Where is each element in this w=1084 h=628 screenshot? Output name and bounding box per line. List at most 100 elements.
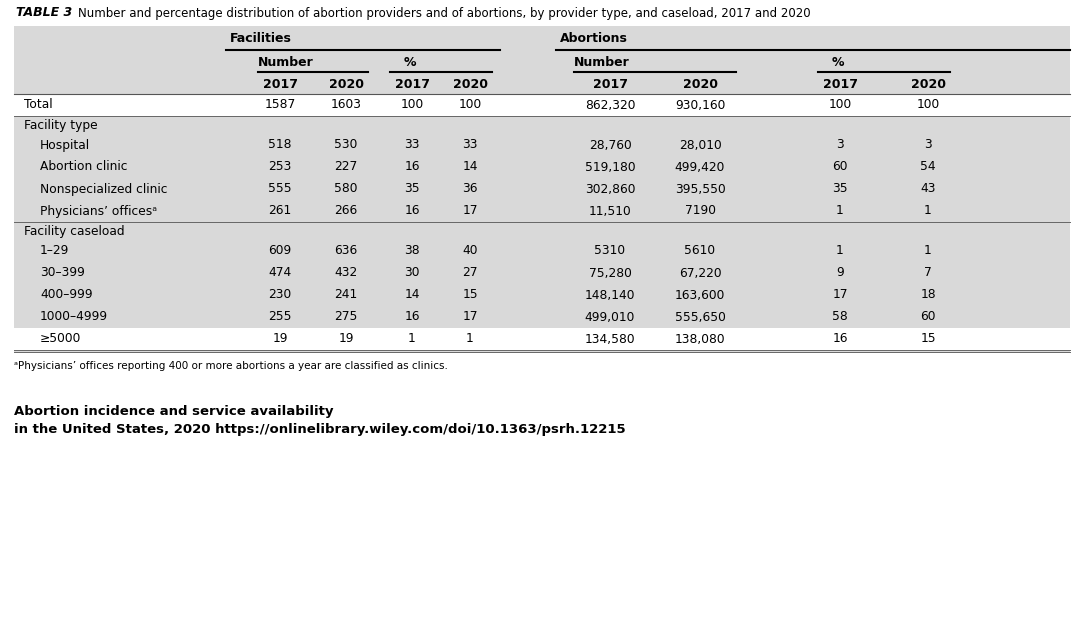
Text: Number and percentage distribution of abortion providers and of abortions, by pr: Number and percentage distribution of ab… xyxy=(78,6,811,19)
Text: 163,600: 163,600 xyxy=(675,288,725,301)
Text: 580: 580 xyxy=(334,183,358,195)
Text: 27: 27 xyxy=(462,266,478,279)
Text: Total: Total xyxy=(24,99,53,112)
Text: 38: 38 xyxy=(404,244,420,257)
Text: Physicians’ officesᵃ: Physicians’ officesᵃ xyxy=(40,205,157,217)
Text: 33: 33 xyxy=(404,139,420,151)
Text: Hospital: Hospital xyxy=(40,139,90,151)
Text: 1: 1 xyxy=(836,205,843,217)
Text: 16: 16 xyxy=(833,332,848,345)
Text: 499,010: 499,010 xyxy=(584,310,635,323)
Text: 14: 14 xyxy=(404,288,420,301)
Text: 15: 15 xyxy=(462,288,478,301)
Text: Abortion incidence and service availability: Abortion incidence and service availabil… xyxy=(14,406,334,418)
Text: 17: 17 xyxy=(833,288,848,301)
Text: 138,080: 138,080 xyxy=(674,332,725,345)
Text: 28,010: 28,010 xyxy=(679,139,721,151)
Text: ᵃPhysicians’ offices reporting 400 or more abortions a year are classified as cl: ᵃPhysicians’ offices reporting 400 or mo… xyxy=(14,361,448,371)
Text: 227: 227 xyxy=(334,161,358,173)
Text: 1: 1 xyxy=(466,332,474,345)
Text: Facilities: Facilities xyxy=(230,33,292,45)
Text: 862,320: 862,320 xyxy=(584,99,635,112)
Text: 530: 530 xyxy=(334,139,358,151)
Text: 36: 36 xyxy=(462,183,478,195)
Text: 518: 518 xyxy=(268,139,292,151)
Text: 16: 16 xyxy=(404,161,420,173)
Text: 35: 35 xyxy=(404,183,420,195)
Text: Number: Number xyxy=(258,57,313,70)
Bar xyxy=(0,0,1084,26)
Text: 2017: 2017 xyxy=(262,77,297,90)
Bar xyxy=(14,328,1070,350)
Text: 395,550: 395,550 xyxy=(674,183,725,195)
Text: 5610: 5610 xyxy=(684,244,715,257)
Text: Number: Number xyxy=(575,57,630,70)
Text: TABLE 3: TABLE 3 xyxy=(16,6,73,19)
Bar xyxy=(14,26,1070,352)
Text: Nonspecialized clinic: Nonspecialized clinic xyxy=(40,183,168,195)
Text: 60: 60 xyxy=(920,310,935,323)
Text: 1: 1 xyxy=(836,244,843,257)
Text: 17: 17 xyxy=(462,310,478,323)
Text: 28,760: 28,760 xyxy=(589,139,631,151)
Text: 67,220: 67,220 xyxy=(679,266,721,279)
Text: 266: 266 xyxy=(334,205,358,217)
Text: 14: 14 xyxy=(462,161,478,173)
Text: 1: 1 xyxy=(925,205,932,217)
Text: 400–999: 400–999 xyxy=(40,288,92,301)
Text: 2017: 2017 xyxy=(823,77,857,90)
Text: 930,160: 930,160 xyxy=(675,99,725,112)
Text: 5310: 5310 xyxy=(594,244,625,257)
Text: 609: 609 xyxy=(269,244,292,257)
Text: 1000–4999: 1000–4999 xyxy=(40,310,108,323)
Bar xyxy=(14,94,1070,116)
Text: 2017: 2017 xyxy=(593,77,628,90)
Text: 2020: 2020 xyxy=(911,77,945,90)
Text: Abortions: Abortions xyxy=(560,33,628,45)
Text: 2020: 2020 xyxy=(683,77,718,90)
Text: 16: 16 xyxy=(404,310,420,323)
Text: 253: 253 xyxy=(269,161,292,173)
Text: 30–399: 30–399 xyxy=(40,266,85,279)
Text: 2020: 2020 xyxy=(328,77,363,90)
Text: 33: 33 xyxy=(462,139,478,151)
Text: 11,510: 11,510 xyxy=(589,205,631,217)
Text: 19: 19 xyxy=(272,332,287,345)
Text: 18: 18 xyxy=(920,288,935,301)
Text: 1–29: 1–29 xyxy=(40,244,69,257)
Text: in the United States, 2020 https://onlinelibrary.wiley.com/doi/10.1363/psrh.1221: in the United States, 2020 https://onlin… xyxy=(14,423,625,436)
Text: %: % xyxy=(833,57,844,70)
Text: 60: 60 xyxy=(833,161,848,173)
Text: Abortion clinic: Abortion clinic xyxy=(40,161,128,173)
Text: Facility type: Facility type xyxy=(24,119,98,131)
Text: 1: 1 xyxy=(408,332,416,345)
Text: 17: 17 xyxy=(462,205,478,217)
Text: 275: 275 xyxy=(334,310,358,323)
Text: 16: 16 xyxy=(404,205,420,217)
Text: 15: 15 xyxy=(920,332,935,345)
Text: 432: 432 xyxy=(334,266,358,279)
Text: 134,580: 134,580 xyxy=(584,332,635,345)
Text: 2017: 2017 xyxy=(395,77,429,90)
Text: 499,420: 499,420 xyxy=(675,161,725,173)
Text: 1: 1 xyxy=(925,244,932,257)
Text: 100: 100 xyxy=(459,99,481,112)
Text: 75,280: 75,280 xyxy=(589,266,632,279)
Text: 1587: 1587 xyxy=(264,99,296,112)
Text: %: % xyxy=(404,57,416,70)
Text: 7: 7 xyxy=(925,266,932,279)
Text: 3: 3 xyxy=(925,139,932,151)
Text: 40: 40 xyxy=(462,244,478,257)
Text: 2020: 2020 xyxy=(452,77,488,90)
Text: 636: 636 xyxy=(334,244,358,257)
Text: 302,860: 302,860 xyxy=(584,183,635,195)
Text: 255: 255 xyxy=(268,310,292,323)
Text: 9: 9 xyxy=(836,266,843,279)
Text: 241: 241 xyxy=(334,288,358,301)
Text: 100: 100 xyxy=(828,99,852,112)
Text: 30: 30 xyxy=(404,266,420,279)
Text: 7190: 7190 xyxy=(684,205,715,217)
Text: 474: 474 xyxy=(269,266,292,279)
Text: 230: 230 xyxy=(269,288,292,301)
Text: 58: 58 xyxy=(833,310,848,323)
